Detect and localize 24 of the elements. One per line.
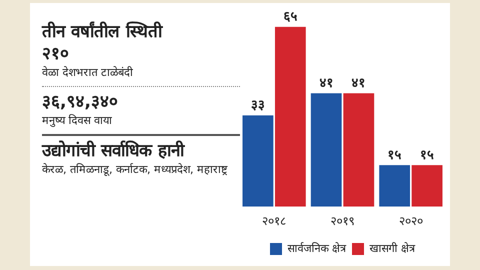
bar bbox=[242, 115, 274, 207]
text: उद्योगांची सर्वाधिक हानी bbox=[42, 140, 186, 162]
bar bbox=[379, 165, 410, 207]
data-label: १५ bbox=[388, 148, 402, 163]
x-tick-label: २०१८ bbox=[262, 214, 286, 228]
data-label: १५ bbox=[420, 148, 434, 163]
data-label: ४१ bbox=[352, 76, 366, 92]
x-tick-label: २०१९ bbox=[330, 214, 354, 228]
text: तीन वर्षांतील स्थिती bbox=[42, 21, 164, 43]
bar bbox=[343, 93, 374, 207]
x-tick-label: २०२० bbox=[398, 214, 423, 228]
legend-label: सार्वजनिक क्षेत्र bbox=[288, 242, 347, 255]
text: केरळ, तमिळनाडू, कर्नाटक, मध्यप्रदेश, महाराष्ट्र bbox=[42, 162, 229, 177]
legend-label: खासगी क्षेत्र bbox=[370, 242, 416, 255]
data-label: ६५ bbox=[283, 10, 298, 25]
data-label: ३३ bbox=[250, 98, 265, 114]
text: २१० bbox=[42, 43, 70, 65]
text: वेळा देशभरात टाळेबंदी bbox=[42, 65, 134, 80]
bar bbox=[310, 93, 342, 207]
bar bbox=[412, 165, 442, 207]
data-label: ४१ bbox=[319, 76, 334, 92]
text: मनुष्य दिवस वाया bbox=[42, 113, 113, 128]
text: ३६,९४,३४० bbox=[42, 91, 119, 113]
bar bbox=[274, 26, 306, 207]
